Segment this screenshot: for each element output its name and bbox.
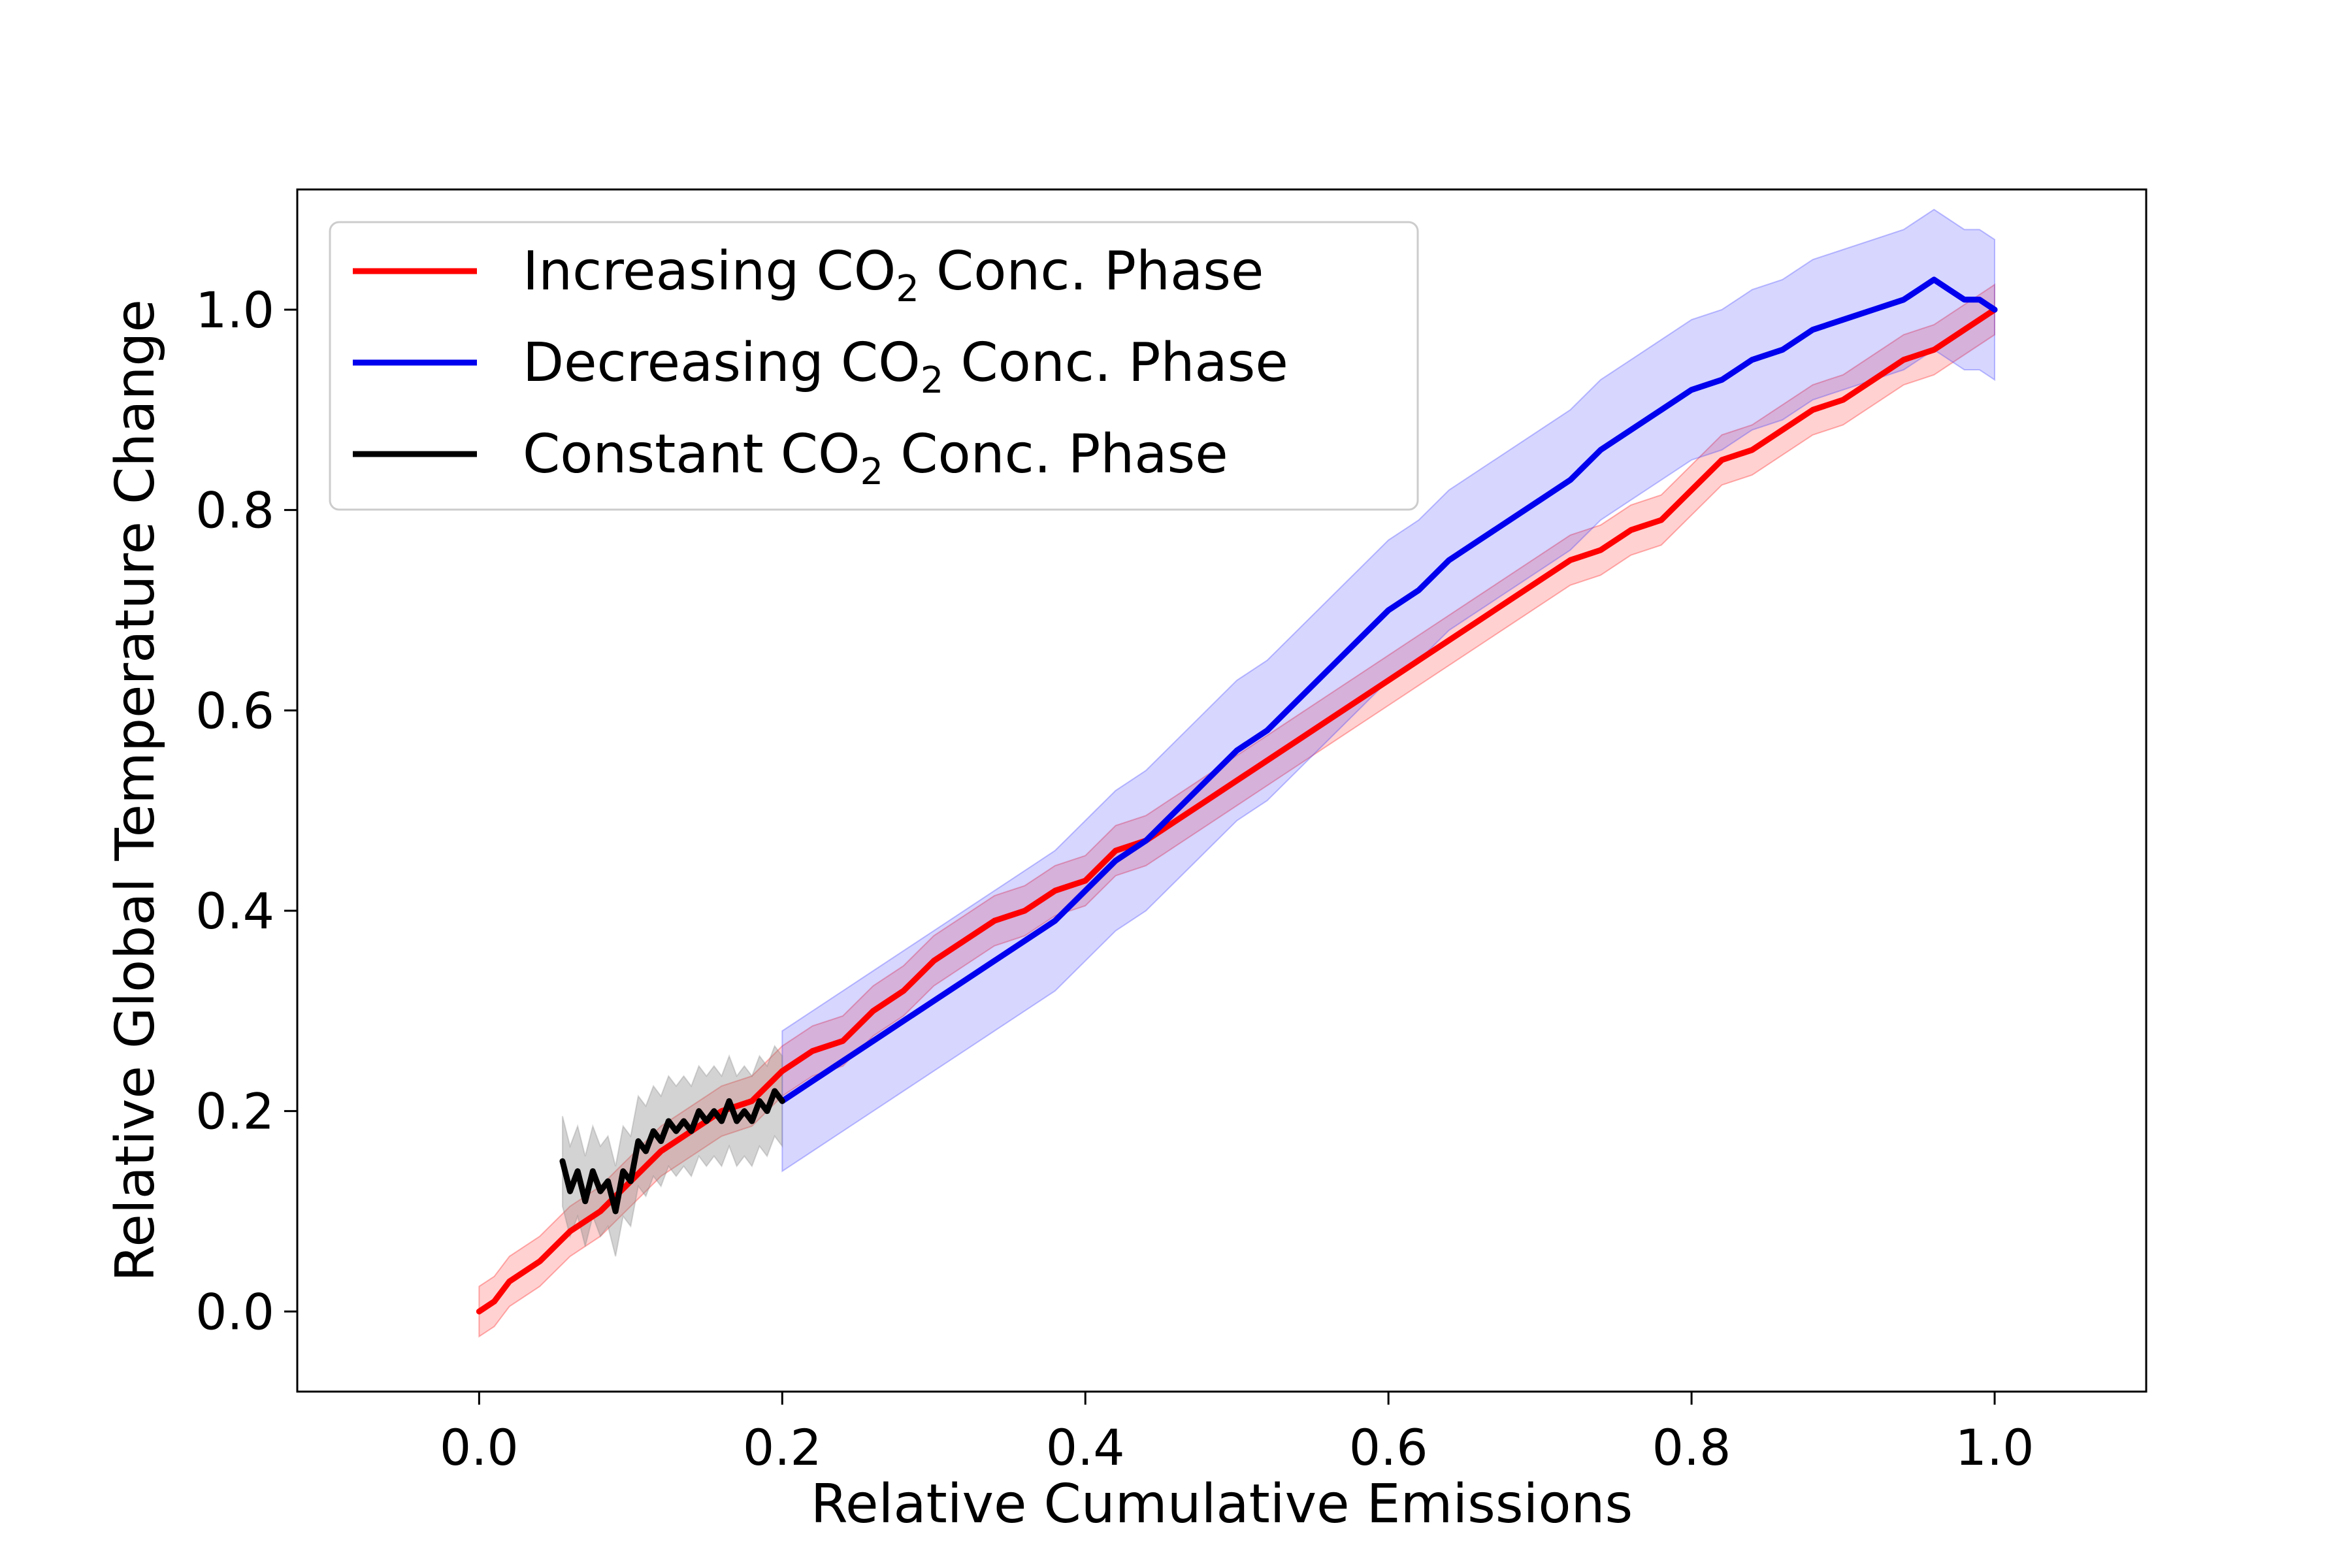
legend-label-0: Increasing CO2 Conc. Phase — [523, 240, 1264, 310]
x-tick-label: 0.4 — [1046, 1418, 1125, 1477]
y-tick-label: 0.6 — [195, 681, 274, 740]
y-tick-label: 0.2 — [195, 1083, 274, 1141]
x-axis-ticks: 0.0 0.2 0.4 0.6 0.8 1.0 — [440, 1392, 2034, 1477]
series-1-line — [779, 276, 1998, 1104]
legend-box — [329, 221, 1419, 511]
x-tick-label: 1.0 — [1955, 1418, 2034, 1477]
series-1-band — [781, 208, 1996, 1173]
y-axis-label: Relative Global Temperature Change — [105, 299, 167, 1282]
y-tick-label: 0.0 — [195, 1282, 274, 1341]
plot-frame — [296, 188, 2148, 1393]
y-axis-ticks: 0.0 0.2 0.4 0.6 0.8 1.0 — [195, 281, 297, 1341]
y-tick-label: 1.0 — [195, 281, 274, 339]
x-axis-label: Relative Cumulative Emissions — [811, 1473, 1633, 1535]
x-tick-label: 0.2 — [743, 1418, 822, 1477]
legend: Increasing CO2 Conc. Phase Decreasing CO2… — [329, 221, 1419, 511]
y-tick-label: 0.4 — [195, 882, 274, 940]
x-tick-label: 0.6 — [1349, 1418, 1428, 1477]
x-tick-label: 0.0 — [440, 1418, 519, 1477]
legend-label-1: Decreasing CO2 Conc. Phase — [523, 332, 1288, 402]
series-2-line — [559, 1088, 785, 1215]
x-tick-label: 0.8 — [1652, 1418, 1731, 1477]
legend-label-2: Constant CO2 Conc. Phase — [523, 423, 1228, 493]
y-tick-label: 0.8 — [195, 482, 274, 540]
series-0-band — [478, 283, 1996, 1338]
series-lines — [476, 276, 1998, 1315]
